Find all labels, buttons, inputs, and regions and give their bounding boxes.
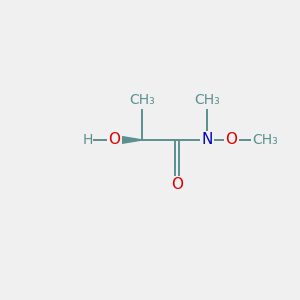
Text: O: O bbox=[171, 177, 183, 192]
Text: CH₃: CH₃ bbox=[252, 133, 278, 147]
Text: O: O bbox=[109, 132, 121, 147]
Text: H: H bbox=[82, 133, 92, 147]
Text: CH₃: CH₃ bbox=[194, 93, 220, 107]
Text: CH₃: CH₃ bbox=[129, 93, 155, 107]
Text: N: N bbox=[201, 132, 213, 147]
Polygon shape bbox=[115, 135, 142, 145]
Text: O: O bbox=[225, 132, 237, 147]
